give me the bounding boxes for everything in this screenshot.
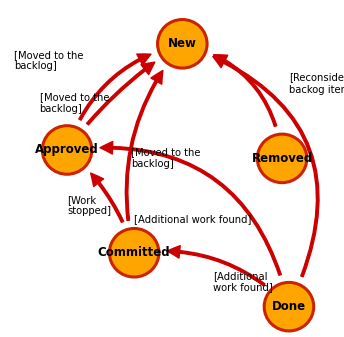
FancyArrowPatch shape [91, 173, 123, 222]
Text: [Moved to the
backlog]: [Moved to the backlog] [14, 50, 83, 71]
Text: Done: Done [272, 300, 306, 313]
Circle shape [264, 282, 314, 331]
Text: [Work
stopped]: [Work stopped] [67, 195, 111, 216]
FancyArrowPatch shape [214, 55, 277, 126]
Text: [Reconsidering
backog item]: [Reconsidering backog item] [289, 73, 344, 95]
Text: [Moved to the
backlog]: [Moved to the backlog] [40, 92, 109, 114]
FancyArrowPatch shape [125, 70, 163, 220]
FancyArrowPatch shape [167, 246, 265, 286]
FancyArrowPatch shape [87, 62, 155, 125]
Text: Approved: Approved [35, 144, 99, 156]
FancyArrowPatch shape [213, 57, 319, 277]
Text: [Moved to the
backlog]: [Moved to the backlog] [131, 148, 200, 169]
FancyArrowPatch shape [79, 54, 151, 120]
Circle shape [42, 126, 92, 174]
FancyArrowPatch shape [100, 142, 281, 275]
Circle shape [109, 228, 159, 277]
Text: Committed: Committed [98, 246, 171, 259]
Text: [Additional
work found]: [Additional work found] [213, 271, 273, 292]
Circle shape [257, 134, 307, 183]
Text: [Additional work found]: [Additional work found] [134, 214, 251, 224]
Text: New: New [168, 37, 197, 50]
Text: Removed: Removed [251, 152, 313, 165]
Circle shape [158, 20, 207, 68]
